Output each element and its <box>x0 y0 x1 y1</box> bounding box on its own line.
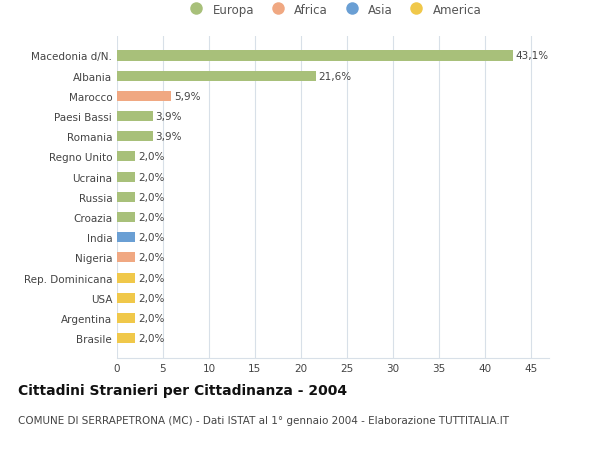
Bar <box>117 333 136 343</box>
Text: 5,9%: 5,9% <box>174 92 200 101</box>
Text: Cittadini Stranieri per Cittadinanza - 2004: Cittadini Stranieri per Cittadinanza - 2… <box>18 383 347 397</box>
Bar <box>117 112 153 122</box>
Bar <box>117 213 136 223</box>
Bar <box>117 293 136 303</box>
Text: 21,6%: 21,6% <box>318 72 352 82</box>
Text: 2,0%: 2,0% <box>138 213 164 223</box>
Bar <box>117 92 171 102</box>
Bar <box>117 313 136 323</box>
Text: 3,9%: 3,9% <box>155 132 182 142</box>
Bar <box>117 273 136 283</box>
Text: COMUNE DI SERRAPETRONA (MC) - Dati ISTAT al 1° gennaio 2004 - Elaborazione TUTTI: COMUNE DI SERRAPETRONA (MC) - Dati ISTAT… <box>18 415 509 425</box>
Bar <box>117 72 316 82</box>
Text: 2,0%: 2,0% <box>138 192 164 202</box>
Text: 2,0%: 2,0% <box>138 273 164 283</box>
Text: 2,0%: 2,0% <box>138 293 164 303</box>
Bar <box>117 132 153 142</box>
Text: 3,9%: 3,9% <box>155 112 182 122</box>
Bar <box>117 172 136 182</box>
Bar <box>117 253 136 263</box>
Text: 2,0%: 2,0% <box>138 233 164 243</box>
Bar <box>117 51 513 62</box>
Bar <box>117 152 136 162</box>
Bar <box>117 192 136 202</box>
Legend: Europa, Africa, Asia, America: Europa, Africa, Asia, America <box>179 0 487 21</box>
Text: 43,1%: 43,1% <box>516 51 549 62</box>
Text: 2,0%: 2,0% <box>138 333 164 343</box>
Bar <box>117 233 136 243</box>
Text: 2,0%: 2,0% <box>138 313 164 323</box>
Text: 2,0%: 2,0% <box>138 253 164 263</box>
Text: 2,0%: 2,0% <box>138 152 164 162</box>
Text: 2,0%: 2,0% <box>138 172 164 182</box>
